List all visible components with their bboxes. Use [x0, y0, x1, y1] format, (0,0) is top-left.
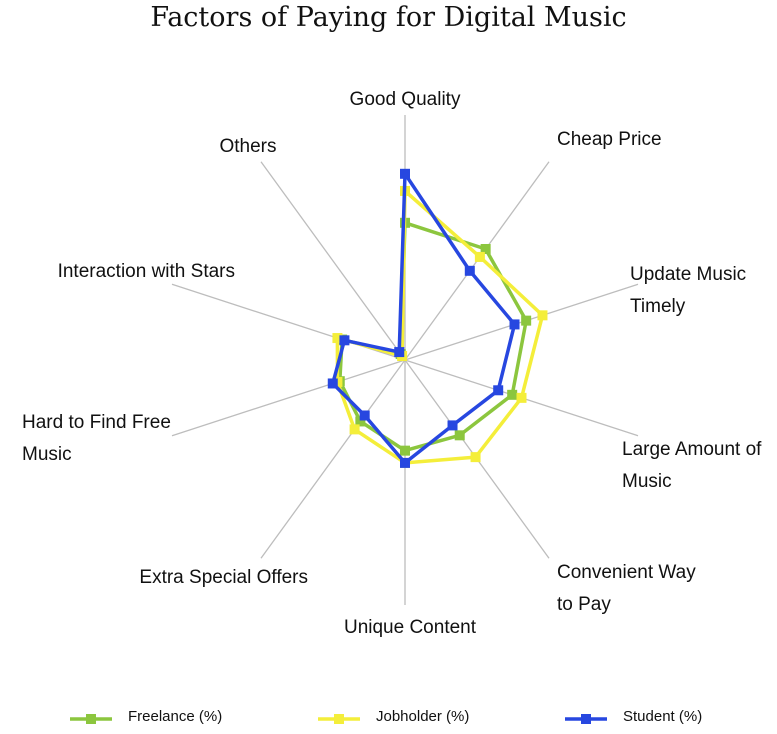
chart-title: Factors of Paying for Digital Music — [150, 2, 627, 33]
data-point — [447, 420, 458, 431]
data-point — [509, 319, 520, 330]
data-point — [493, 385, 504, 396]
legend-marker — [581, 714, 591, 724]
category-label: Update Music Timely — [630, 264, 747, 317]
category-label: Good Quality — [349, 89, 461, 110]
data-point — [400, 168, 410, 179]
data-point — [349, 424, 360, 435]
data-point — [480, 244, 491, 255]
data-point — [359, 410, 370, 421]
legend-label: Jobholder (%) — [376, 708, 470, 725]
data-point — [454, 430, 465, 441]
data-point — [474, 251, 485, 262]
data-point — [339, 335, 350, 346]
category-label: Large Amount of Music — [622, 439, 762, 492]
category-label: Convenient Way to Pay — [557, 562, 696, 615]
category-label: Extra Special Offers — [139, 567, 308, 588]
category-label: Interaction with Stars — [57, 261, 235, 282]
data-point — [394, 347, 405, 358]
category-label: Others — [219, 136, 277, 157]
legend-marker — [86, 714, 96, 724]
category-label: Unique Content — [343, 617, 477, 638]
data-point — [400, 457, 410, 468]
data-point — [355, 416, 366, 427]
axis-spoke — [260, 161, 406, 361]
data-point — [516, 392, 527, 403]
legend-label: Student (%) — [623, 708, 703, 725]
data-point — [537, 310, 548, 321]
data-point — [507, 389, 518, 400]
axis-spoke — [260, 359, 406, 559]
data-point — [332, 333, 343, 344]
data-point — [464, 265, 475, 276]
category-label: Cheap Price — [557, 129, 662, 150]
data-point — [327, 378, 338, 389]
data-point — [521, 315, 532, 326]
data-point — [470, 452, 481, 463]
legend-label: Freelance (%) — [128, 708, 223, 725]
data-point — [400, 445, 410, 456]
legend-marker — [334, 714, 344, 724]
category-label: Hard to Find Free Music — [22, 412, 171, 465]
axis-spoke — [171, 359, 406, 437]
